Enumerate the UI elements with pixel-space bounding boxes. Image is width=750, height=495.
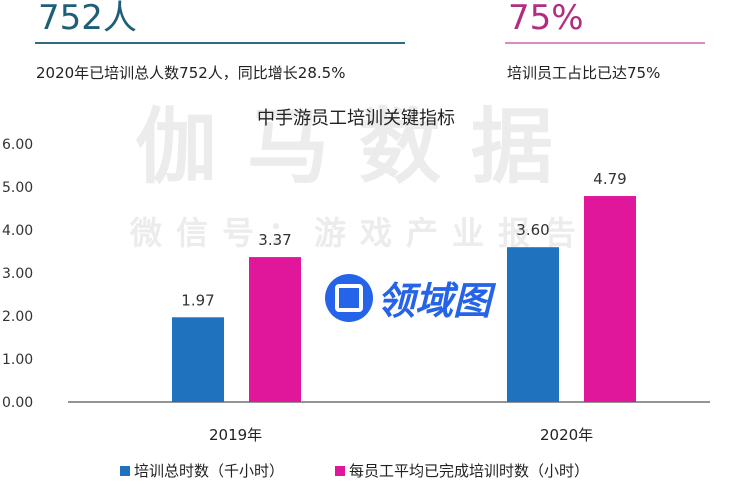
y-tick-label: 3.00 <box>2 266 33 282</box>
legend-swatch-blue <box>120 465 130 476</box>
watermark-sub: 微信号：游戏产业报告 <box>130 214 591 252</box>
bar-0-0 <box>172 317 224 402</box>
y-tick-label: 4.00 <box>2 223 33 239</box>
bar-1-1 <box>584 196 636 402</box>
legend-label: 培训总时数（千小时） <box>134 462 285 480</box>
bar-0-1 <box>507 247 559 402</box>
bar-1-0 <box>249 257 301 402</box>
right-caption: 培训员工占比已达75% <box>507 64 661 82</box>
left-caption: 2020年已培训总人数752人，同比增长28.5% <box>36 64 346 82</box>
y-tick-label: 6.00 <box>2 137 33 153</box>
data-label: 3.60 <box>516 221 549 239</box>
data-label: 4.79 <box>593 170 626 188</box>
legend-item-avg-hours: 每员工平均已完成培训时数（小时） <box>335 460 589 481</box>
data-label: 3.37 <box>258 231 291 249</box>
watermark-main: 伽马数据 <box>135 100 584 195</box>
y-tick-label: 5.00 <box>2 180 33 196</box>
headline-ratio: 75% <box>508 0 584 38</box>
data-label: 1.97 <box>181 291 214 309</box>
y-tick-label: 2.00 <box>2 309 33 325</box>
logo-text: 领域图 <box>377 279 492 323</box>
logo-watermark: 领域图 <box>325 270 491 325</box>
y-tick-label: 0.00 <box>2 395 33 411</box>
right-divider <box>505 42 705 44</box>
headline-trained-count: 752人 <box>38 0 137 38</box>
y-tick-label: 1.00 <box>2 352 33 368</box>
left-divider <box>35 42 405 44</box>
logo-icon <box>325 273 373 322</box>
legend-item-total-hours: 培训总时数（千小时） <box>120 460 284 481</box>
chart-title: 中手游员工培训关键指标 <box>257 108 455 129</box>
legend-label: 每员工平均已完成培训时数（小时） <box>349 462 590 480</box>
x-label-2019: 2019年 <box>209 426 263 444</box>
x-label-2020: 2020年 <box>540 426 594 444</box>
legend-swatch-pink <box>335 465 345 476</box>
